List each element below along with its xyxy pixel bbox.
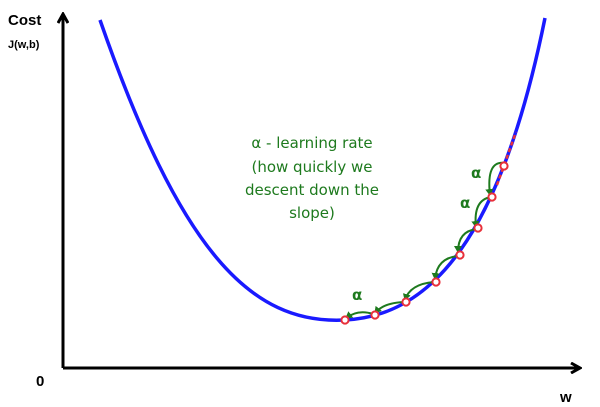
origin-label: 0	[36, 373, 44, 390]
step-point	[431, 277, 441, 287]
annotation-line-4: slope)	[289, 204, 335, 222]
step-point	[401, 297, 411, 307]
alpha-label: α	[460, 194, 470, 212]
x-axis-title: w	[559, 389, 572, 406]
step-point	[455, 250, 465, 260]
y-axis-title: Cost	[8, 12, 41, 29]
alpha-label: α	[352, 286, 362, 304]
annotation-line-1: α - learning rate	[251, 134, 372, 152]
step-point	[487, 192, 497, 202]
annotation-line-2: (how quickly we	[251, 158, 372, 176]
step-arrow	[431, 255, 459, 280]
step-point	[340, 315, 350, 325]
tangent-dashed	[495, 131, 518, 186]
y-axis-subtitle: J(w,b)	[8, 39, 40, 51]
step-point	[473, 223, 483, 233]
step-points	[340, 161, 509, 325]
step-point	[370, 310, 380, 320]
alpha-label: α	[471, 164, 481, 182]
annotation-line-3: descent down the	[245, 181, 379, 199]
step-point	[499, 161, 509, 171]
